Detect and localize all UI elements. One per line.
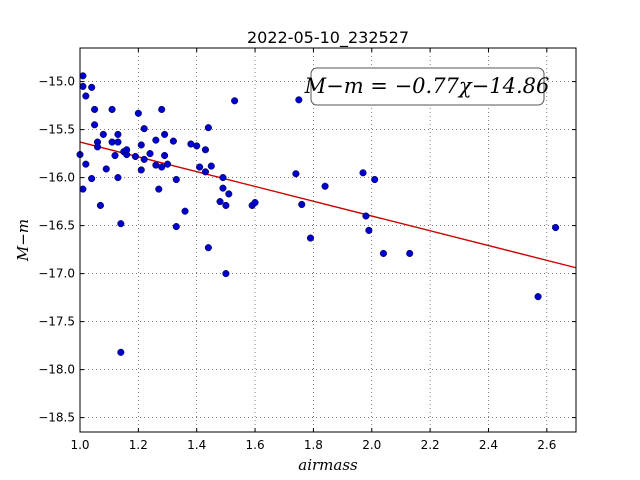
data-point <box>91 105 99 113</box>
x-tick-label: 2.4 <box>479 438 498 452</box>
y-tick-label: −17.0 <box>38 267 75 281</box>
data-point <box>207 162 215 170</box>
data-point <box>295 96 303 104</box>
data-point <box>163 160 172 168</box>
fit-equation-annotation: M−m = −0.77χ−14.86 <box>304 67 550 106</box>
data-point <box>111 151 119 160</box>
y-tick-label: −15.0 <box>38 75 75 89</box>
data-point <box>79 82 87 90</box>
y-tick-label: −18.5 <box>38 411 75 425</box>
data-point <box>114 138 122 146</box>
fit-line-layer <box>79 141 577 269</box>
data-point <box>379 249 387 257</box>
data-point <box>161 151 169 160</box>
data-point <box>102 165 110 173</box>
grid-lines <box>79 48 576 432</box>
data-point <box>406 249 414 257</box>
fit-line <box>79 141 577 269</box>
data-point <box>140 125 148 133</box>
x-tick-label: 1.8 <box>304 438 323 452</box>
y-axis-label: M−m <box>14 219 32 262</box>
data-point <box>552 223 560 232</box>
data-point <box>251 199 259 207</box>
x-axis-label: airmass <box>298 456 358 474</box>
fit-equation-text: M−m = −0.77χ−14.86 <box>304 74 550 98</box>
x-tick-label: 1.2 <box>129 438 148 452</box>
data-point <box>158 163 166 171</box>
data-point <box>96 201 104 209</box>
y-tick-label: −16.0 <box>38 171 75 185</box>
data-point <box>158 105 166 113</box>
data-point <box>362 212 370 220</box>
plot-frame <box>79 47 577 433</box>
data-point <box>134 109 142 117</box>
data-point <box>140 155 148 163</box>
data-point <box>169 137 177 145</box>
data-point <box>201 146 210 154</box>
y-tick-label: −15.5 <box>38 123 75 137</box>
y-tick-label: −17.5 <box>38 315 75 329</box>
data-point <box>161 130 169 138</box>
data-point <box>152 136 160 144</box>
data-point <box>181 207 189 215</box>
x-tick-label: 1.0 <box>70 438 89 452</box>
data-point <box>146 150 154 158</box>
data-point <box>108 105 116 113</box>
data-point <box>79 185 87 193</box>
data-point <box>88 175 96 183</box>
data-point <box>298 200 306 209</box>
data-point <box>231 97 239 105</box>
data-point <box>534 293 542 301</box>
data-point <box>365 226 373 234</box>
annotation-box <box>310 67 545 106</box>
data-point <box>225 190 233 198</box>
chart-title: 2022-05-10_232527 <box>247 28 409 48</box>
data-point <box>204 244 212 252</box>
y-tick-label: −16.5 <box>38 219 75 233</box>
data-point <box>131 152 139 161</box>
data-point <box>321 182 329 190</box>
data-point <box>222 270 230 278</box>
x-tick-label: 2.6 <box>537 438 556 452</box>
data-point <box>196 163 204 171</box>
data-point <box>117 348 125 356</box>
data-point <box>193 142 201 150</box>
data-point <box>114 130 122 138</box>
data-point <box>172 175 180 184</box>
data-point <box>155 185 163 193</box>
axis-ticks: 1.0 1.2 1.4 1.6 1.8 2.0 2.2 2.4 2.6 −15.0 −15.5 −16… <box>38 48 576 452</box>
data-point <box>216 198 224 206</box>
data-point <box>91 121 99 129</box>
data-point <box>292 170 300 178</box>
data-points <box>76 72 560 356</box>
data-point <box>222 201 230 209</box>
data-point <box>204 124 212 132</box>
data-point <box>93 143 102 151</box>
data-point <box>359 169 367 177</box>
y-tick-label: −18.0 <box>38 363 75 377</box>
data-point <box>82 160 90 168</box>
data-point <box>82 92 90 100</box>
x-tick-label: 2.2 <box>421 438 440 452</box>
data-point <box>219 184 227 192</box>
data-point <box>219 174 227 182</box>
data-point <box>79 72 87 80</box>
data-point <box>114 174 122 182</box>
data-point <box>371 175 379 184</box>
data-point <box>137 141 145 149</box>
data-point <box>201 168 210 176</box>
x-tick-label: 2.0 <box>362 438 381 452</box>
data-point <box>117 220 125 228</box>
data-point <box>88 83 96 91</box>
x-tick-label: 1.6 <box>246 438 265 452</box>
x-tick-label: 1.4 <box>187 438 206 452</box>
data-point <box>99 130 107 138</box>
data-point <box>123 146 131 154</box>
data-point <box>172 223 180 231</box>
data-point <box>306 234 315 242</box>
data-point <box>137 166 145 174</box>
